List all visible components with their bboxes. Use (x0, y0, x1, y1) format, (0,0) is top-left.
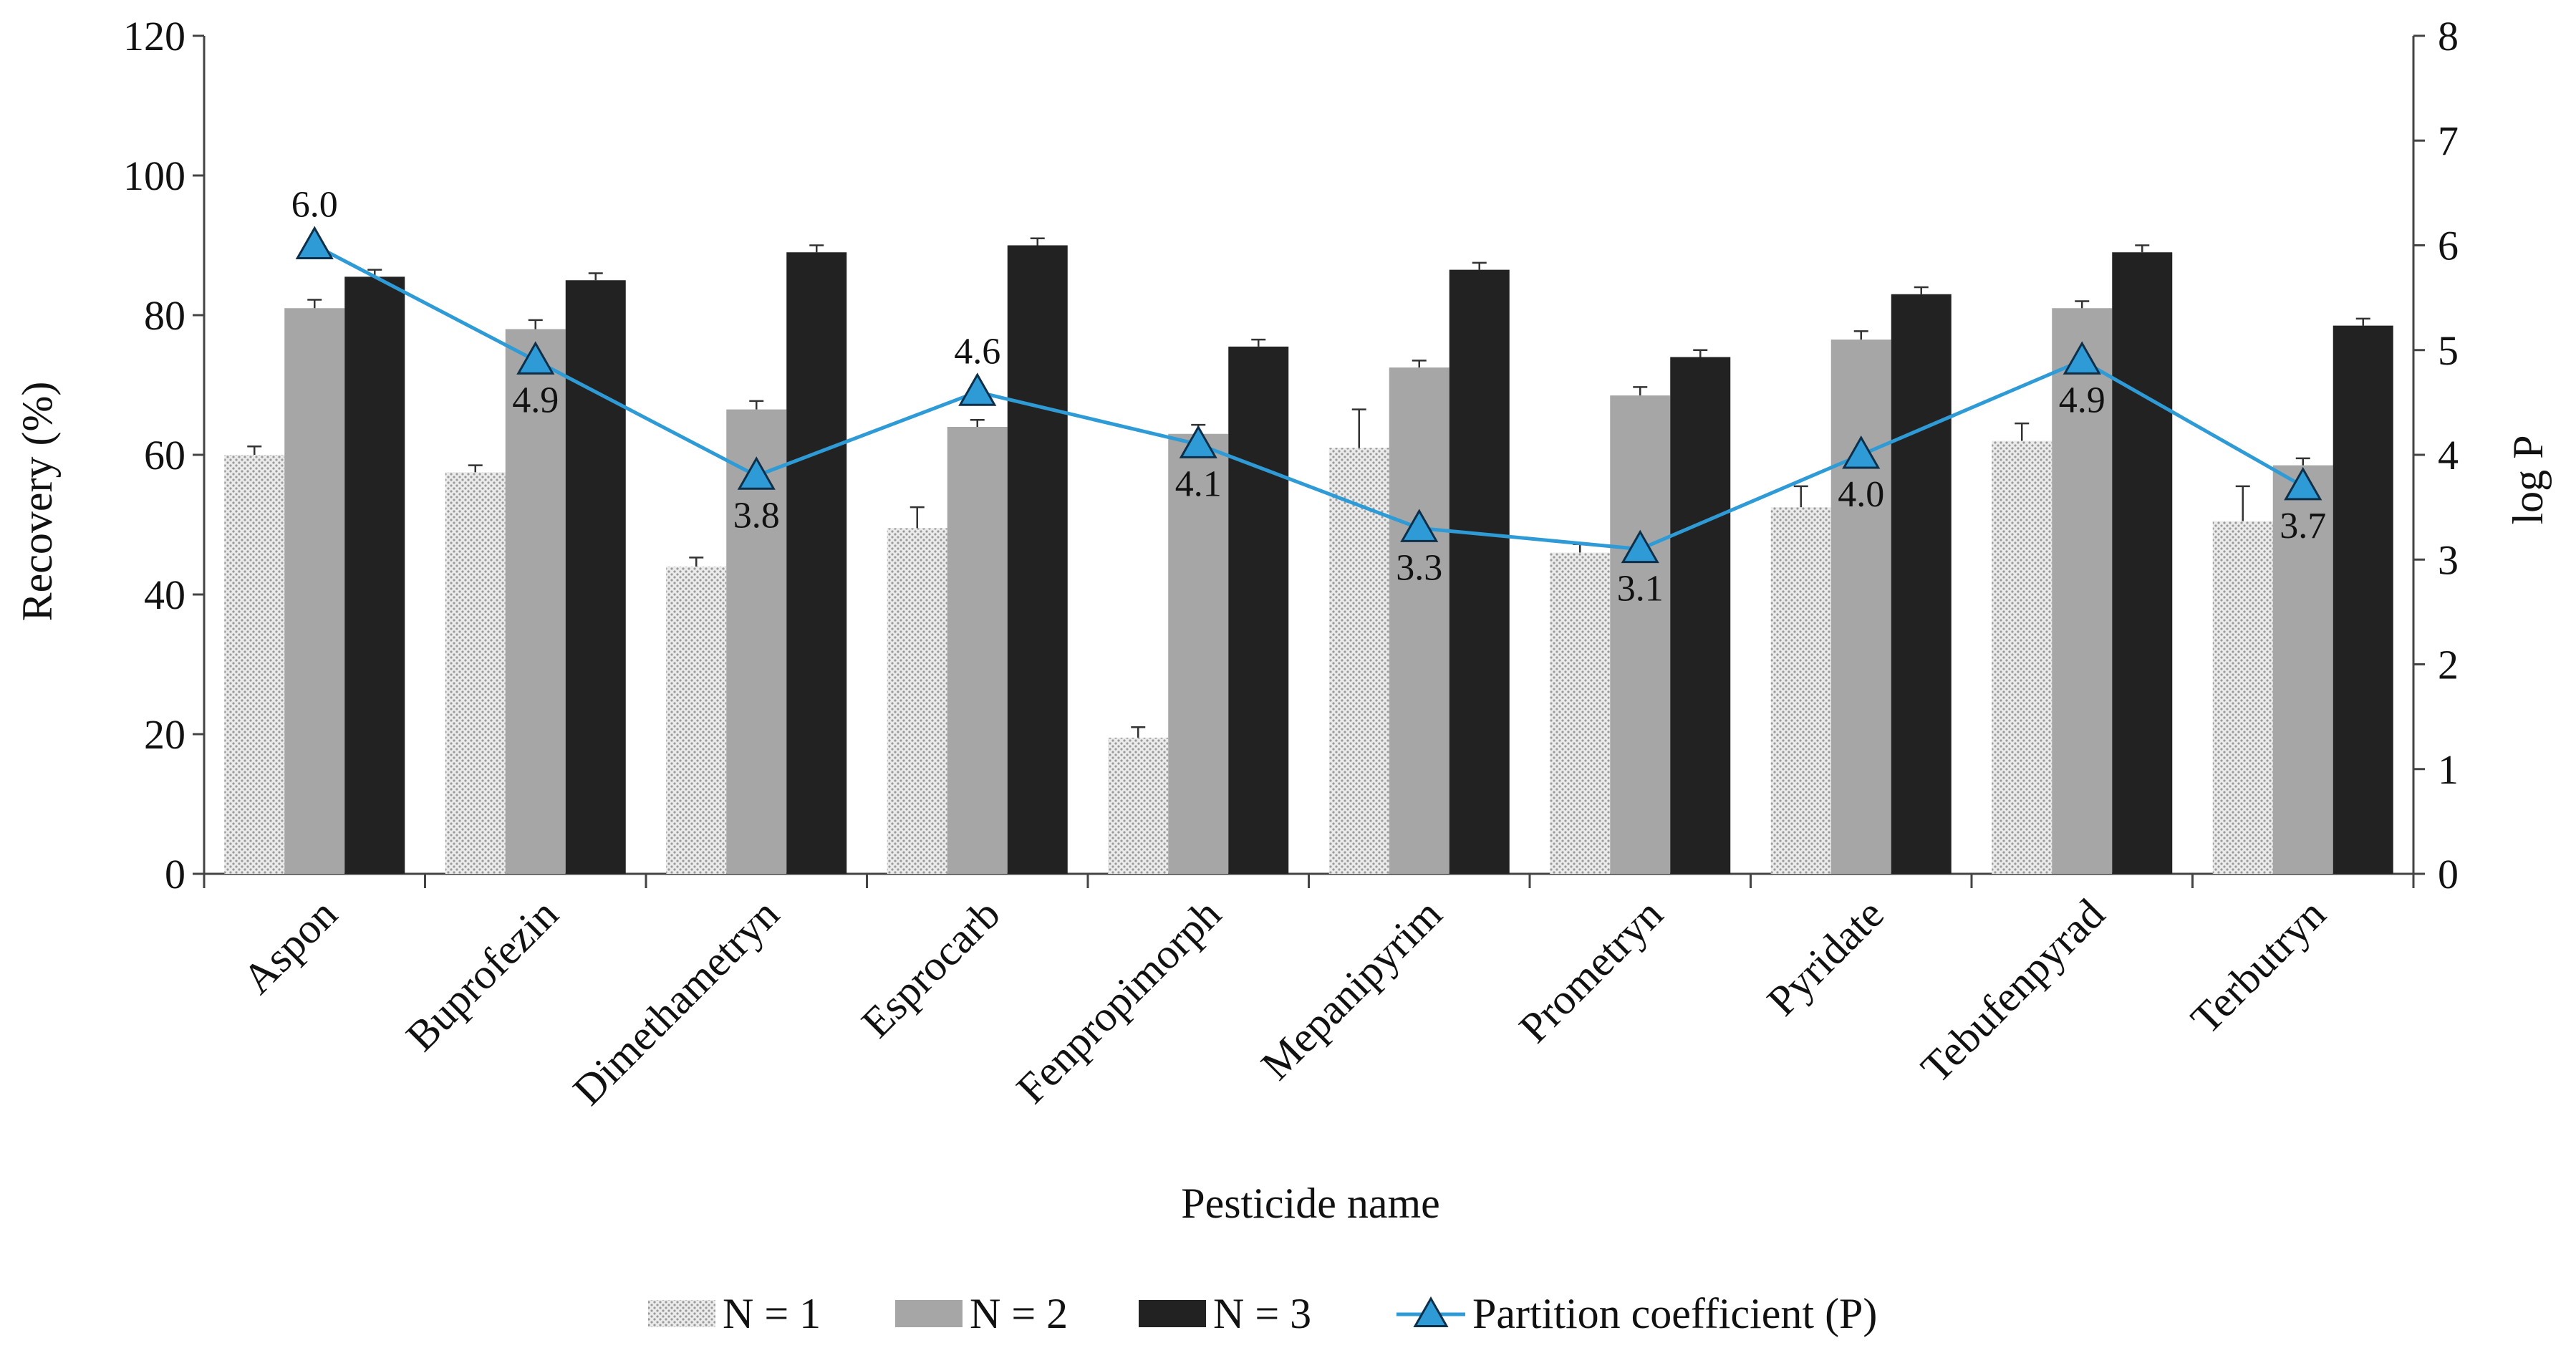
bar (887, 528, 947, 874)
data-label: 4.9 (512, 380, 559, 420)
category-label: Esprocarb (852, 890, 1009, 1047)
legend-swatch (895, 1300, 963, 1327)
y2-tick-label: 6 (2438, 223, 2459, 269)
data-label: 4.1 (1175, 463, 1222, 504)
y2-axis-title: log P (2504, 435, 2552, 524)
bar (565, 280, 626, 874)
data-label: 3.8 (733, 495, 780, 536)
y-tick-label: 120 (123, 13, 185, 59)
bar (1550, 552, 1611, 874)
bar (1770, 507, 1831, 874)
triangle-marker (737, 456, 776, 490)
triangle-marker (295, 226, 334, 259)
line-series-group: 6.0 4.9 3.8 4.6 4.1 3.3 3.1 4.0 4.9 3.7 (291, 185, 2327, 610)
bar (1891, 294, 1952, 874)
triangle-marker (958, 372, 997, 406)
bar (1389, 367, 1449, 874)
category-label: Fenpropimorph (1008, 890, 1230, 1113)
data-label: 3.7 (2280, 506, 2326, 547)
data-label: 3.3 (1396, 547, 1442, 588)
y-tick-label: 100 (123, 153, 185, 199)
data-label: 3.1 (1617, 569, 1664, 610)
legend-marker (1413, 1296, 1449, 1327)
y2-tick-label: 3 (2438, 536, 2459, 583)
bar (666, 567, 727, 874)
data-label: 4.0 (1838, 474, 1884, 515)
bar (1449, 269, 1510, 874)
category-label: Buprofezin (397, 890, 567, 1061)
bar (2052, 308, 2113, 874)
x-axis-title: Pesticide name (1181, 1180, 1440, 1227)
bar (1992, 440, 2052, 874)
bar (505, 329, 566, 874)
triangle-marker (2284, 466, 2322, 501)
bar (1228, 346, 1289, 874)
legend-label: N = 3 (1213, 1290, 1311, 1337)
bar (284, 308, 345, 874)
y2-tick-label: 4 (2438, 432, 2459, 478)
y-tick-label: 0 (165, 851, 185, 897)
legend: N = 1 N = 2 N = 3 Partition coefficient (P) (648, 1290, 1877, 1337)
y2-tick-label: 1 (2438, 746, 2459, 793)
bar-series-group (224, 245, 2393, 874)
bar (1670, 357, 1731, 874)
y2-tick-label: 5 (2438, 327, 2459, 374)
triangle-marker (516, 341, 555, 375)
y-tick-label: 80 (144, 292, 185, 339)
bar (2272, 465, 2333, 874)
y2-tick-label: 8 (2438, 13, 2459, 59)
category-label: Aspon (233, 890, 346, 1003)
triangle-marker (1621, 529, 1659, 564)
bar (1108, 737, 1169, 874)
bar (2112, 252, 2173, 874)
y-axis-title: Recovery (%) (14, 382, 61, 622)
log-p-line (314, 244, 2304, 552)
y-tick-label: 20 (144, 711, 185, 758)
y2-tick-label: 7 (2438, 117, 2459, 164)
data-label: 6.0 (291, 185, 338, 226)
y-tick-label: 40 (144, 572, 185, 618)
legend-label: Partition coefficient (P) (1472, 1290, 1877, 1337)
bar (445, 472, 506, 874)
triangle-marker (1179, 425, 1217, 458)
y-axis-right: 0 1 2 3 4 5 6 7 8 (2413, 13, 2459, 897)
category-label: Terbutryn (2182, 890, 2335, 1043)
legend-swatch (648, 1300, 715, 1327)
bar (1168, 433, 1229, 874)
category-label: Pyridate (1758, 890, 1893, 1025)
y2-tick-label: 0 (2438, 851, 2459, 897)
bar (224, 455, 285, 874)
legend-swatch (1139, 1300, 1206, 1327)
bar (1328, 448, 1389, 874)
y-axis-left: 0 20 40 60 80 100 120 (123, 13, 204, 897)
data-label: 4.9 (2059, 380, 2105, 420)
data-label: 4.6 (954, 331, 1000, 372)
category-label: Prometryn (1510, 890, 1672, 1052)
legend-label: N = 1 (723, 1290, 821, 1337)
bar (2212, 521, 2273, 874)
y-tick-label: 60 (144, 432, 185, 478)
bar (1007, 245, 1068, 874)
legend-label: N = 2 (970, 1290, 1068, 1337)
triangle-marker (1400, 509, 1439, 542)
bar (344, 276, 405, 874)
bar (947, 427, 1008, 874)
triangle-marker (2063, 341, 2101, 375)
category-label: Tebufenpyrad (1912, 890, 2114, 1092)
bar (1610, 395, 1671, 874)
bar (2333, 325, 2393, 874)
category-label: Mepanipyrim (1252, 890, 1451, 1089)
bar (786, 252, 847, 874)
bar (1830, 340, 1891, 874)
triangle-marker (1842, 435, 1881, 469)
y2-tick-label: 2 (2438, 642, 2459, 688)
category-label: Dimethametryn (564, 890, 788, 1114)
